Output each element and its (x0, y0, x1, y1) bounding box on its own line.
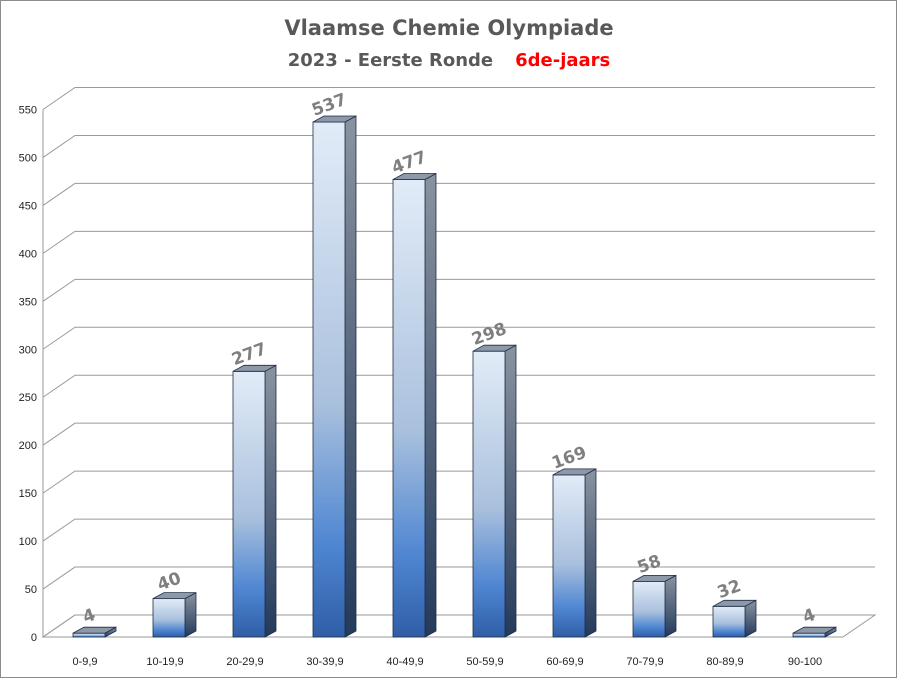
y-tick-label: 400 (19, 248, 37, 260)
y-tick-label: 450 (19, 200, 37, 212)
y-tick-label: 100 (19, 536, 37, 548)
y-tick-label: 200 (19, 440, 37, 452)
bar-side (184, 591, 197, 638)
x-tick-label: 50-59,9 (466, 656, 503, 668)
bar-20-29,9 (232, 364, 277, 638)
bar-top (312, 115, 357, 123)
gridline (42, 182, 875, 206)
bar-60-69,9 (552, 468, 597, 638)
y-tick-label: 250 (19, 392, 37, 404)
x-tick-label: 0-9,9 (72, 656, 97, 668)
gridline (42, 614, 875, 638)
y-axis: 0 50 100 150 200 250 300 350 400 450 500 550 (19, 104, 37, 644)
gridline (42, 470, 875, 494)
bar-front (392, 179, 426, 638)
bar-front (232, 370, 266, 638)
chart-subtitle: 2023 - Eerste Ronde 6de-jaars (288, 50, 611, 71)
bar-80-89,9 (712, 599, 757, 638)
subtitle-highlight: 6de-jaars (515, 50, 610, 71)
bar-top (712, 599, 757, 607)
bar-70-79,9 (632, 574, 677, 638)
x-tick-label: 60-69,9 (546, 656, 583, 668)
bar-top (72, 626, 117, 634)
data-label: 32 (715, 576, 744, 603)
bar-90-100 (792, 626, 837, 638)
data-label: 40 (155, 568, 184, 595)
y-tick-label: 0 (31, 632, 37, 644)
x-tick-label: 30-39,9 (306, 656, 343, 668)
bar-front (152, 598, 186, 638)
x-axis: 0-9,9 10-19,9 20-29,9 30-39,9 40-49,9 50-59,9… (72, 656, 822, 668)
gridline (42, 374, 875, 398)
y-tick-label: 500 (19, 152, 37, 164)
data-label: 58 (635, 551, 664, 578)
y-tick-label: 350 (19, 296, 37, 308)
bar-40-49,9 (392, 172, 437, 638)
bar-top (472, 344, 517, 352)
bar-50-59,9 (472, 344, 517, 638)
x-tick-label: 80-89,9 (706, 656, 743, 668)
bar-side (664, 574, 677, 638)
x-tick-label: 20-29,9 (226, 656, 263, 668)
bar-side (344, 115, 357, 638)
bar-10-19,9 (152, 591, 197, 638)
x-tick-label: 90-100 (788, 656, 822, 668)
subtitle-main: 2023 - Eerste Ronde (288, 50, 493, 71)
bar-front (472, 350, 506, 638)
data-label: 4 (800, 605, 818, 628)
bar-front (312, 121, 346, 638)
bar-top (632, 574, 677, 582)
x-tick-label: 70-79,9 (626, 656, 663, 668)
y-tick-label: 50 (25, 584, 37, 596)
bar-30-39,9 (312, 115, 357, 638)
gridline (42, 566, 875, 590)
bar-side (264, 364, 277, 638)
x-tick-label: 40-49,9 (386, 656, 423, 668)
bar-front (632, 580, 666, 638)
gridline (42, 134, 875, 158)
bar-front (552, 474, 586, 638)
bar-top (232, 364, 277, 372)
data-label: 4 (80, 605, 98, 628)
chart-title: Vlaamse Chemie Olympiade (284, 16, 613, 40)
bar-top (552, 468, 597, 476)
bar-front (712, 605, 746, 638)
gridline (42, 422, 875, 446)
bar-top (792, 626, 837, 634)
bar-front (792, 632, 826, 638)
grid-lines (41, 86, 877, 638)
gridline (42, 86, 875, 110)
gridline (42, 326, 875, 350)
gridline (42, 518, 875, 542)
bar-side (424, 172, 437, 638)
x-tick-label: 10-19,9 (146, 656, 183, 668)
gridline (42, 278, 875, 302)
y-tick-label: 550 (19, 104, 37, 116)
bar-0-9,9 (72, 626, 117, 638)
gridline (42, 230, 875, 254)
bar-side (584, 468, 597, 638)
bar-top (392, 173, 437, 180)
y-tick-label: 150 (19, 488, 37, 500)
bar-top (152, 592, 197, 600)
bar-side (504, 344, 517, 638)
y-tick-label: 300 (19, 344, 37, 356)
bar-front (72, 632, 106, 638)
